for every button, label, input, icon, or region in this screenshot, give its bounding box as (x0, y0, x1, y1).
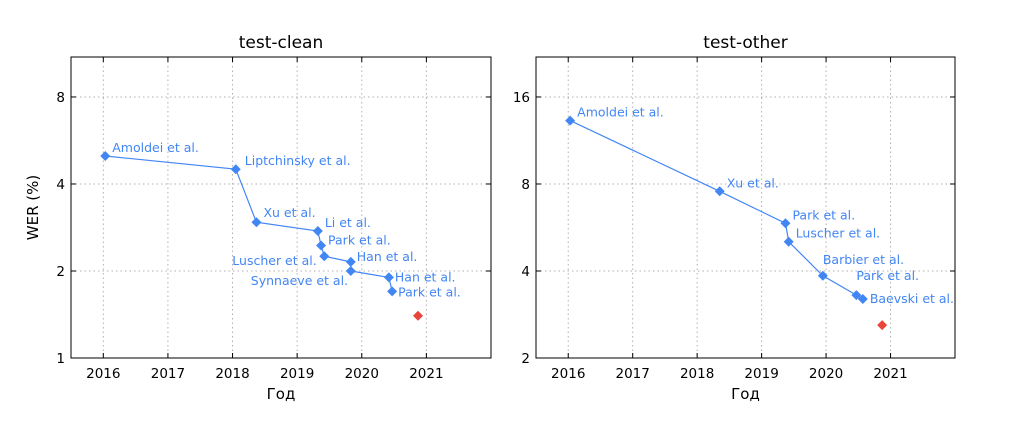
point-annotation: Han et al. (357, 249, 418, 264)
x-tick-label: 2021 (873, 366, 907, 382)
plot-frame (535, 56, 956, 359)
chart-panel-2: 2016 2017 2018 2019 2020 2021 2 4 8 16 Amoldei et … (513, 33, 956, 403)
x-tick-label: 2018 (215, 366, 249, 382)
point-annotation: Xu et al. (263, 205, 315, 220)
point-annotation: Xu et al. (727, 175, 779, 190)
y-tick-label: 1 (56, 351, 65, 367)
data-point (100, 150, 111, 161)
y-tick-label: 4 (521, 264, 530, 280)
plot-area (71, 57, 491, 358)
x-tick-label: 2020 (809, 366, 843, 382)
point-annotation: Amoldei et al. (112, 140, 199, 155)
x-tick-label: 2019 (744, 366, 778, 382)
data-point (780, 218, 791, 229)
data-point (817, 270, 828, 281)
point-annotation: Synnaeve et al. (251, 273, 348, 288)
plot-area (536, 57, 955, 358)
x-tick-label: 2017 (151, 366, 185, 382)
point-annotation: Luscher et al. (232, 253, 316, 268)
data-point (251, 217, 262, 228)
point-annotation: Park et al. (328, 233, 391, 248)
data-point (312, 226, 323, 237)
point-annotation: Barbier et al. (823, 252, 904, 267)
point-annotation: Han et al. (395, 269, 456, 284)
point-annotation: Park et al. (398, 284, 461, 299)
point-annotation: Amoldei et al. (577, 105, 664, 120)
y-tick-label: 4 (56, 177, 65, 193)
data-point (714, 186, 725, 197)
chart-title: test-clean (239, 33, 324, 53)
data-point (345, 256, 356, 267)
series-line (105, 155, 393, 292)
data-point (230, 164, 241, 175)
data-point (851, 290, 862, 301)
x-tick-label: 2020 (345, 366, 379, 382)
data-point (387, 286, 398, 297)
data-point (319, 251, 330, 262)
x-tick-label: 2018 (680, 366, 714, 382)
y-tick-label: 8 (521, 177, 530, 193)
x-tick-label: 2019 (280, 366, 314, 382)
point-annotation: Luscher et al. (796, 226, 880, 241)
plot-frame (70, 56, 492, 359)
x-tick-label: 2017 (616, 366, 650, 382)
y-tick-label: 16 (513, 90, 530, 106)
y-tick-label: 2 (521, 351, 530, 367)
point-annotation: Li et al. (325, 215, 371, 230)
data-point (316, 240, 327, 251)
point-annotation: Liptchinsky et al. (245, 153, 351, 168)
x-axis-label: Год (731, 385, 760, 403)
data-point (383, 272, 394, 283)
x-axis-label: Год (267, 385, 296, 403)
chart-panel-1: 2016 2017 2018 2019 2020 2021 1 2 4 8 Amoldei et a… (24, 33, 492, 403)
chart-title: test-other (703, 33, 787, 53)
point-annotation: Park et al. (856, 268, 919, 283)
point-annotation: Baevski et al. (870, 291, 954, 306)
data-point (565, 115, 576, 126)
highlight-point (877, 320, 888, 331)
data-point (345, 265, 356, 276)
y-tick-label: 2 (56, 264, 65, 280)
x-tick-label: 2021 (409, 366, 443, 382)
y-tick-label: 8 (56, 90, 65, 106)
x-tick-label: 2016 (86, 366, 120, 382)
y-axis-label: WER (%) (24, 175, 42, 240)
point-annotation: Park et al. (792, 207, 855, 222)
highlight-point (412, 310, 423, 321)
data-point (857, 294, 868, 305)
x-tick-label: 2016 (551, 366, 585, 382)
data-point (783, 236, 794, 247)
